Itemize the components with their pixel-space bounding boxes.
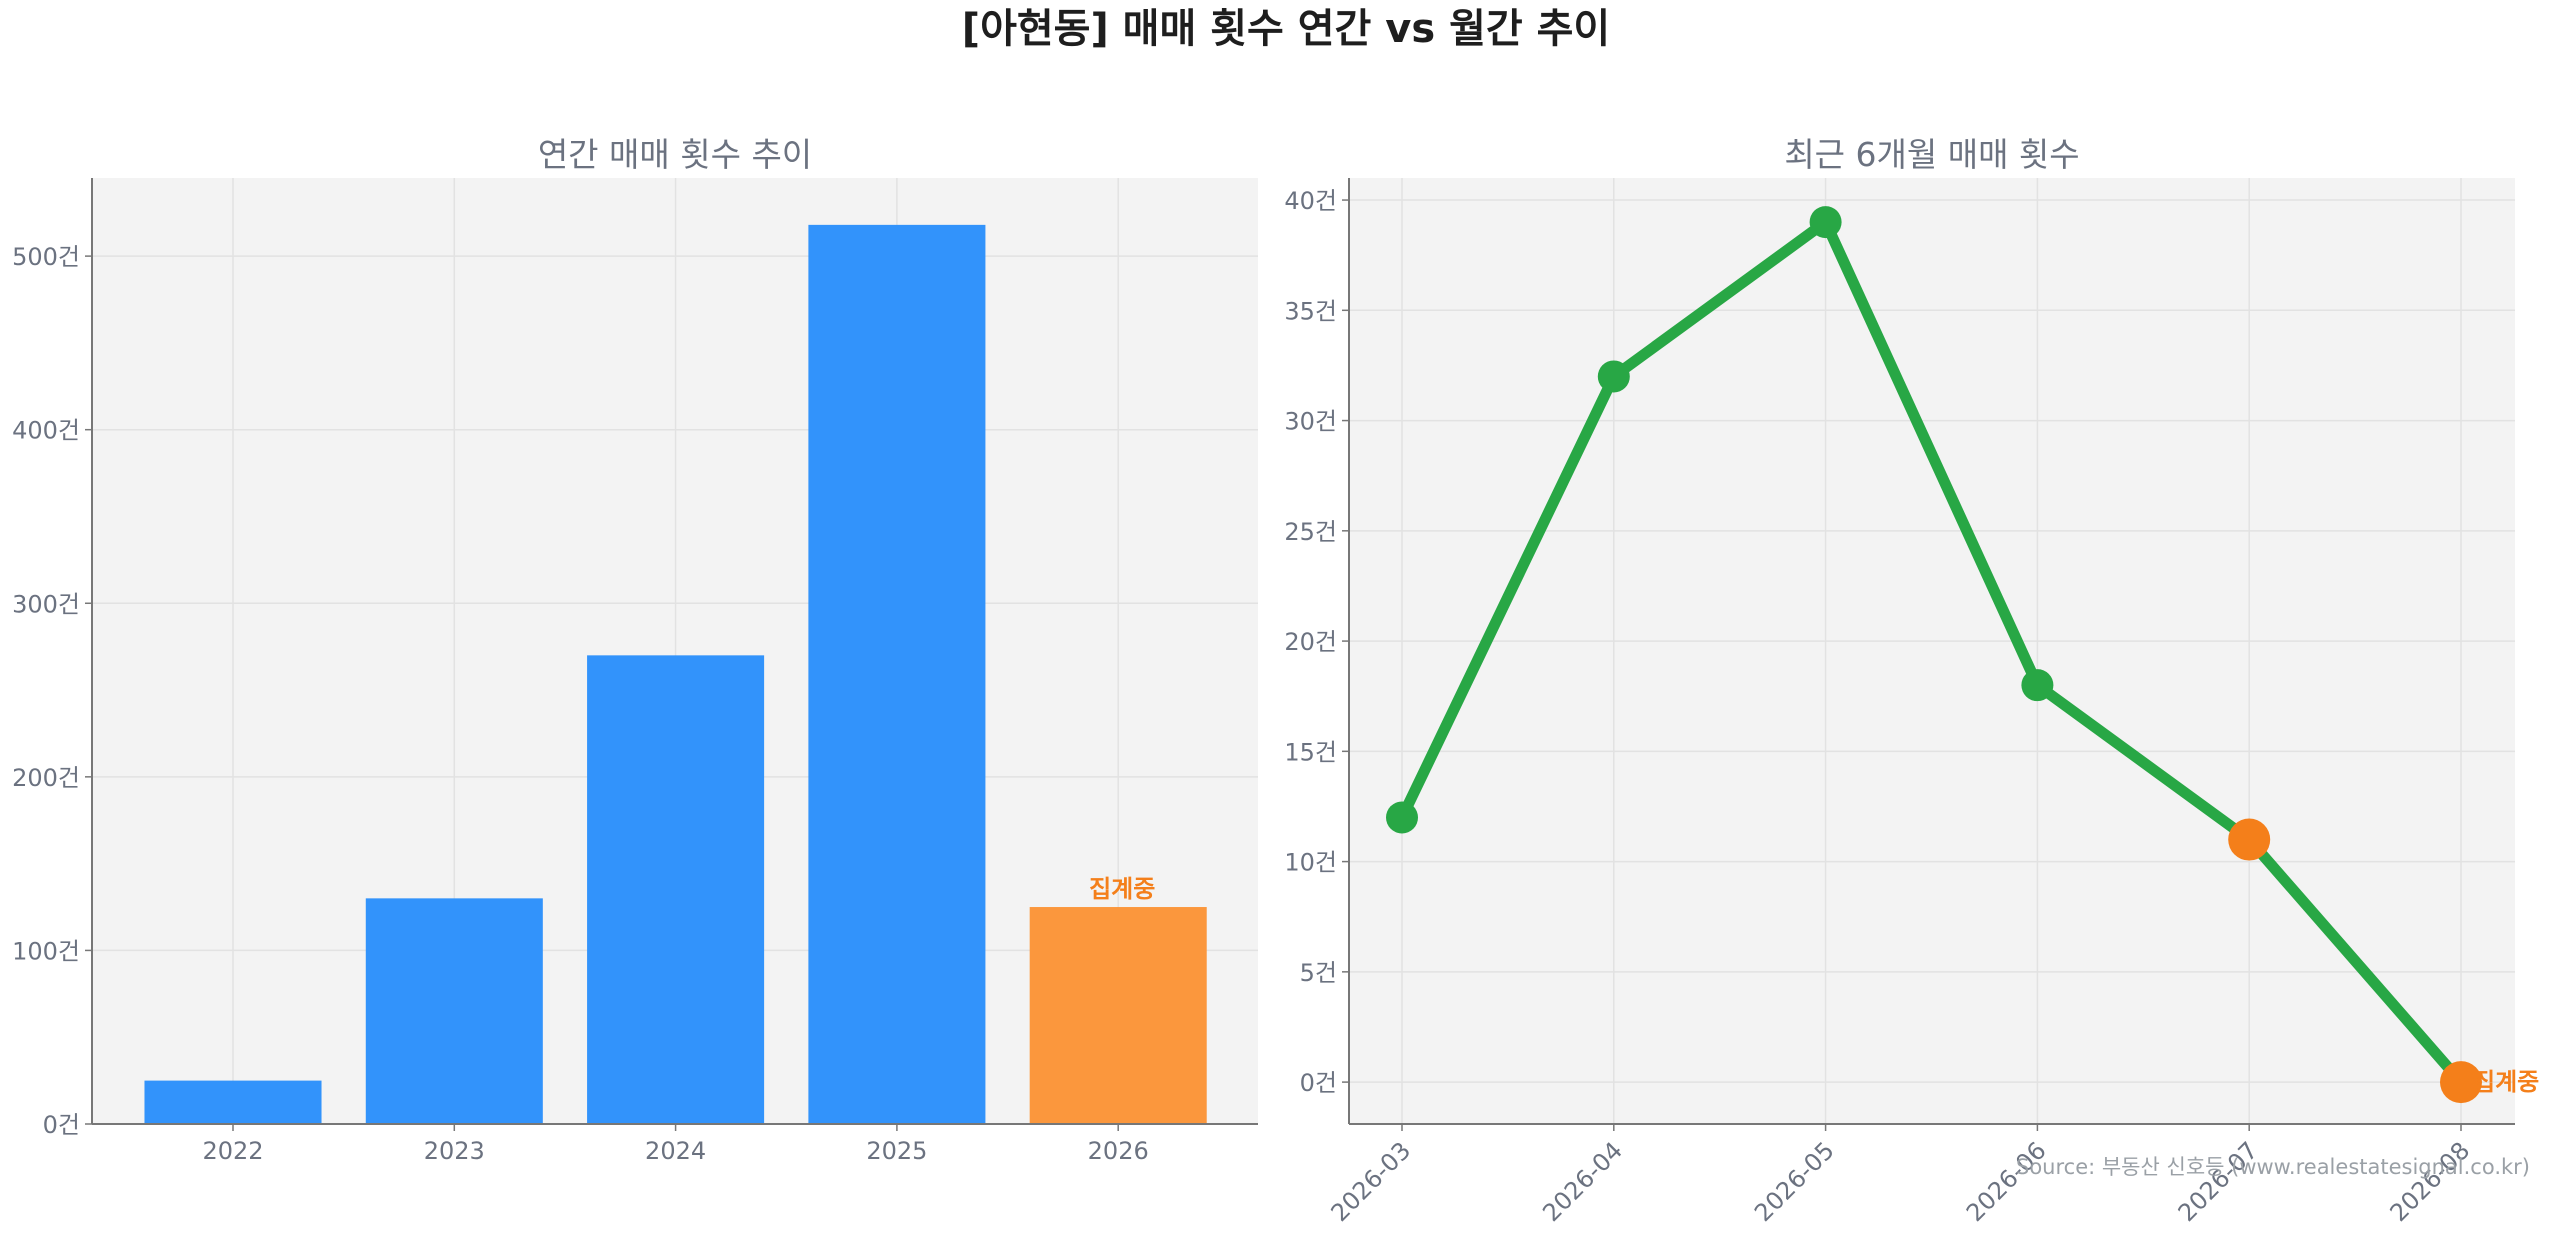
monthly-ytick-label: 35건 — [1284, 297, 1337, 325]
monthly-plot-area — [1349, 178, 2515, 1124]
annual-bar — [587, 655, 765, 1124]
monthly-xtick-label: 2026-08 — [2385, 1136, 2476, 1227]
monthly-ytick-label: 0건 — [1300, 1069, 1337, 1097]
monthly-point-partial — [2440, 1061, 2482, 1104]
source-credit: Source: 부동산 신호등 (www.realestatesignal.co… — [2016, 1155, 2530, 1179]
monthly-point — [1809, 206, 1842, 239]
annual-xtick-label: 2026 — [1088, 1137, 1149, 1165]
annual-xtick-label: 2022 — [202, 1137, 263, 1165]
annual-bars — [144, 224, 1207, 1124]
annual-partial-annotation: 집계중 — [1089, 875, 1155, 903]
annual-bar — [365, 898, 543, 1124]
annual-xtick-label: 2024 — [645, 1137, 706, 1165]
annual-xtick-label: 2023 — [424, 1137, 485, 1165]
monthly-ytick-label: 10건 — [1284, 849, 1337, 877]
monthly-xtick-label: 2026-05 — [1749, 1136, 1840, 1227]
annual-ytick-label: 200건 — [12, 764, 80, 792]
monthly-grid — [1349, 178, 2515, 1124]
annual-ytick-label: 500건 — [12, 243, 80, 271]
monthly-xtick-label: 2026-04 — [1537, 1136, 1628, 1227]
annual-bar-partial — [1029, 907, 1207, 1124]
monthly-chart-title: 최근 6개월 매매 횟수 — [1784, 135, 2079, 174]
annual-ytick-label: 100건 — [12, 937, 80, 965]
monthly-xtick-label: 2026-07 — [2173, 1136, 2264, 1227]
monthly-point-partial — [2228, 818, 2271, 861]
annual-bar — [144, 1080, 322, 1124]
monthly-points — [1386, 206, 2482, 1104]
annual-ytick-label: 300건 — [12, 590, 80, 618]
monthly-ytick-label: 20건 — [1284, 628, 1337, 656]
monthly-partial-annotation: 집계중 — [2473, 1068, 2539, 1096]
monthly-ytick-label: 5건 — [1300, 959, 1337, 987]
figure-title: [아현동] 매매 횟수 연간 vs 월간 추이 — [962, 6, 1610, 52]
monthly-xtick-label: 2026-03 — [1326, 1136, 1417, 1227]
annual-ticks: 0건 100건 200건 300건 400건 500건 2022 2023 2024 2025 20… — [12, 243, 1149, 1165]
annual-xtick-label: 2025 — [866, 1137, 927, 1165]
annual-ytick-label: 0건 — [43, 1111, 80, 1139]
monthly-point — [1386, 801, 1418, 834]
monthly-ytick-label: 25건 — [1284, 518, 1337, 546]
monthly-line-chart: 0건 5건 10건 15건 20건 25건 30건 35건 40건 2026-03 2026-04 2… — [1284, 135, 2539, 1227]
annual-bar — [808, 224, 986, 1124]
monthly-ytick-label: 15건 — [1284, 738, 1337, 766]
annual-chart-title: 연간 매매 횟수 추이 — [538, 135, 812, 174]
monthly-point — [2021, 669, 2054, 702]
monthly-ytick-label: 30건 — [1284, 408, 1337, 436]
annual-bar-chart: 0건 100건 200건 300건 400건 500건 2022 2023 2024 2025 20… — [12, 135, 1258, 1165]
monthly-point — [1597, 360, 1630, 393]
monthly-series-line — [1396, 216, 2467, 1088]
annual-ytick-label: 400건 — [12, 417, 80, 445]
monthly-ytick-label: 40건 — [1284, 187, 1337, 215]
monthly-xtick-label: 2026-06 — [1961, 1136, 2052, 1227]
